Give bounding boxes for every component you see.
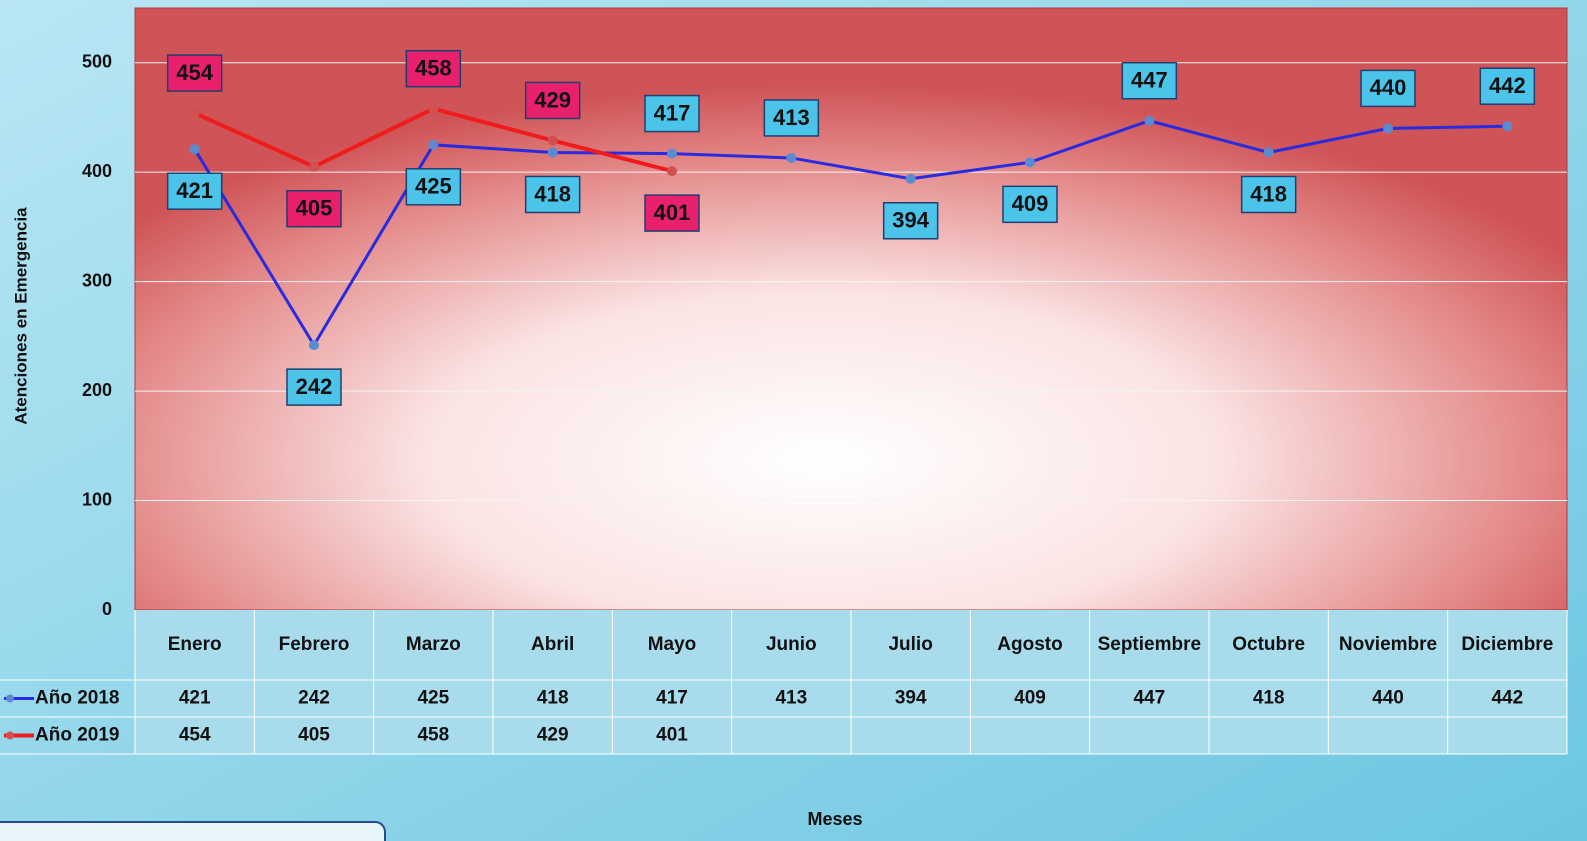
table-cell: 413 xyxy=(775,688,807,709)
data-label: 442 xyxy=(1489,73,1526,98)
data-label-box xyxy=(1240,175,1297,214)
x-tick-label: Noviembre xyxy=(1339,634,1437,655)
marker xyxy=(1383,123,1393,134)
table-cell: 440 xyxy=(1372,688,1404,709)
data-label: 413 xyxy=(773,105,810,130)
marker xyxy=(189,108,200,119)
table-cell: 442 xyxy=(1491,688,1523,709)
y-axis-label: Atenciones en Emergencia xyxy=(11,207,30,425)
table-cell: 401 xyxy=(656,725,688,746)
data-label: 418 xyxy=(534,181,571,206)
data-label-box xyxy=(882,201,939,240)
legend-marker xyxy=(6,694,14,703)
marker xyxy=(547,147,558,158)
marker xyxy=(1502,121,1513,132)
x-tick-label: Marzo xyxy=(406,634,461,655)
marker xyxy=(309,340,319,351)
data-label-box xyxy=(405,168,462,206)
marker xyxy=(547,135,558,146)
data-label-box xyxy=(644,194,700,232)
data-label: 440 xyxy=(1370,75,1407,100)
data-label-box xyxy=(1360,69,1416,108)
data-label: 447 xyxy=(1131,68,1168,93)
table-cell: 458 xyxy=(417,725,449,746)
data-label: 401 xyxy=(654,200,691,225)
data-label-box xyxy=(166,54,223,92)
data-label: 405 xyxy=(296,196,333,221)
data-label-box xyxy=(1479,67,1536,105)
table-cell: 405 xyxy=(298,725,330,746)
x-tick-label: Diciembre xyxy=(1461,634,1553,655)
x-tick-label: Septiembre xyxy=(1098,634,1201,655)
y-tick-label: 200 xyxy=(82,380,112,400)
table-cell: 425 xyxy=(417,688,449,709)
x-tick-label: Abril xyxy=(531,634,574,655)
x-tick-label: Enero xyxy=(168,634,222,655)
table-cell: 418 xyxy=(1253,688,1285,709)
data-label: 458 xyxy=(415,56,452,81)
y-tick-label: 100 xyxy=(82,489,112,509)
data-label: 394 xyxy=(892,208,929,233)
data-label-box xyxy=(286,189,342,228)
table-cell: 242 xyxy=(298,688,330,709)
y-tick-label: 400 xyxy=(82,161,112,181)
marker xyxy=(1025,157,1035,168)
data-label-box xyxy=(524,175,581,214)
table-cell: 429 xyxy=(537,725,569,746)
marker xyxy=(309,161,319,172)
y-tick-label: 0 xyxy=(102,599,112,619)
table-cell: 418 xyxy=(537,688,569,709)
table-cell: 409 xyxy=(1014,688,1046,709)
y-tick-label: 300 xyxy=(82,270,112,290)
table-cell: 417 xyxy=(656,688,688,709)
data-label-box xyxy=(166,172,223,210)
data-label: 242 xyxy=(296,374,333,399)
panel xyxy=(0,821,386,841)
plot-area xyxy=(134,7,1568,611)
marker xyxy=(1144,115,1155,126)
x-tick-label: Julio xyxy=(888,634,932,655)
data-label: 421 xyxy=(176,178,213,203)
data-label: 425 xyxy=(415,174,452,199)
table-cell: 454 xyxy=(179,725,211,746)
legend-marker xyxy=(6,731,14,740)
marker xyxy=(189,144,200,155)
data-label: 417 xyxy=(654,100,691,125)
x-tick-label: Febrero xyxy=(279,634,350,655)
table-cell: 421 xyxy=(179,688,211,709)
data-label-box xyxy=(763,99,820,137)
marker xyxy=(1263,147,1274,158)
x-tick-label: Junio xyxy=(766,634,817,655)
marker xyxy=(786,152,797,163)
data-label-box xyxy=(524,81,581,120)
marker xyxy=(428,139,439,150)
x-tick-label: Octubre xyxy=(1232,634,1305,655)
legend-label: Año 2019 xyxy=(35,725,119,746)
data-label-box xyxy=(405,49,462,88)
data-label-box xyxy=(1121,61,1178,100)
x-axis-label: Meses xyxy=(807,809,862,829)
marker xyxy=(905,173,916,184)
x-tick-label: Mayo xyxy=(648,634,697,655)
table-cell: 394 xyxy=(895,688,927,709)
data-label: 409 xyxy=(1012,191,1049,216)
marker xyxy=(667,166,677,177)
data-label-box xyxy=(1002,185,1058,224)
table-cell: 447 xyxy=(1133,688,1165,709)
marker xyxy=(428,103,439,114)
x-tick-label: Agosto xyxy=(997,634,1062,655)
y-tick-label: 500 xyxy=(82,51,112,71)
data-label: 418 xyxy=(1250,181,1287,206)
legend-label: Año 2018 xyxy=(35,688,119,709)
data-label: 454 xyxy=(176,60,213,85)
marker xyxy=(667,148,677,159)
data-label: 429 xyxy=(534,87,571,112)
data-label-box xyxy=(286,368,342,406)
data-label-box xyxy=(644,94,700,133)
